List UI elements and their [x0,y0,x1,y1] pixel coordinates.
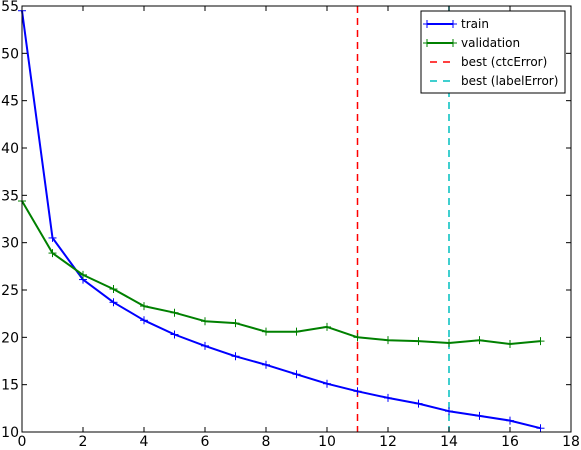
train-point [506,416,514,425]
y-tick-label: 30 [1,236,19,252]
y-tick-label: 50 [1,46,19,62]
train-point [140,316,148,325]
plot-frame [21,5,572,433]
validation-point [475,336,484,345]
validation-point [323,322,331,331]
train-point [262,360,270,369]
train-point [201,341,209,350]
validation-point [48,249,57,258]
validation-point [292,327,301,336]
legend: train validation best (ctcError) best (labe… [420,10,566,94]
train-point [475,411,484,420]
x-tick-label: 6 [201,434,210,450]
validation-point [536,337,545,346]
x-tick-label: 10 [318,434,336,450]
validation-point [170,308,179,317]
y-tick-label: 20 [1,330,19,346]
validation-point [414,337,423,346]
validation-point [79,270,87,279]
y-tick-label: 35 [1,188,19,204]
y-tick-label: 40 [1,141,19,157]
y-tick-label: 10 [1,425,19,441]
train-point [414,399,423,408]
y-tick-label: 45 [1,94,19,110]
legend-item: train [423,17,489,31]
legend-label: best (labelError) [461,74,558,88]
train-point [353,387,362,396]
train-point [170,330,179,339]
series-validation [18,197,545,348]
x-tick-label: 0 [18,434,27,450]
validation-line [21,200,541,345]
x-tick-label: 16 [501,434,519,450]
train-point [109,298,118,307]
train-point [384,393,392,402]
legend-label: train [461,17,489,31]
x-tick-label: 14 [440,434,458,450]
x-tick-label: 2 [79,434,88,450]
validation-point [231,319,240,328]
vlines-layer [356,6,450,432]
y-tick-label: 55 [1,0,19,15]
legend-label: validation [461,36,520,50]
validation-point [353,333,362,342]
validation-point [140,302,148,311]
train-point [292,370,301,379]
validation-point [109,285,118,294]
x-tick-label: 12 [379,434,397,450]
train-point [445,407,453,416]
x-tick-label: 8 [262,434,271,450]
train-point [48,233,57,242]
legend-item: validation [423,36,520,50]
train-point [231,352,240,361]
legend-label: best (ctcError) [461,55,547,69]
train-point [323,379,331,388]
train-point [536,424,545,433]
y-tick-label: 15 [1,378,19,394]
series-layer [18,6,545,433]
x-tick-label: 18 [562,434,580,450]
legend-item: best (ctcError) [430,55,547,69]
validation-point [384,336,392,345]
validation-point [445,339,453,348]
validation-point [262,327,270,336]
legend-item: best (labelError) [430,74,558,88]
validation-point [201,317,209,326]
y-tick-label: 25 [1,283,19,299]
train-line [21,10,541,430]
x-tick-label: 4 [140,434,149,450]
validation-point [506,339,514,348]
